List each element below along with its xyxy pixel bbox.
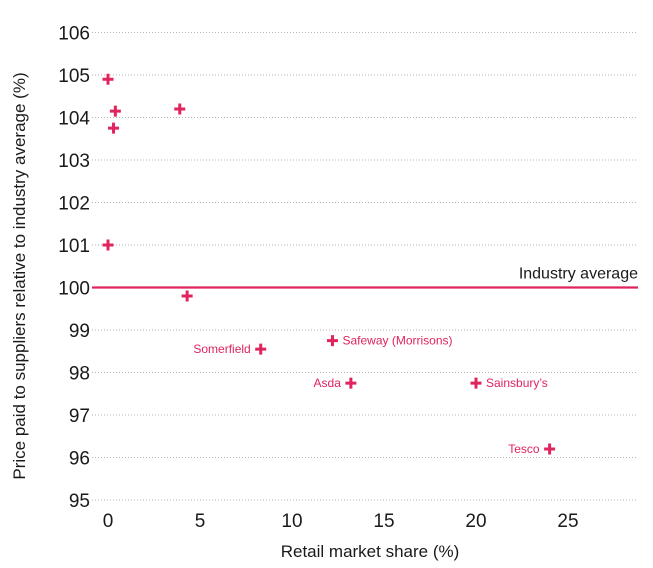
y-tick-label: 100	[58, 279, 90, 300]
y-tick-label: 98	[69, 364, 90, 385]
x-tick-label: 25	[557, 511, 578, 532]
x-tick-label: 20	[465, 511, 486, 532]
data-point	[255, 343, 267, 355]
data-point	[345, 377, 357, 389]
y-axis-ticks: 95 96 97 98 99 100 101 102 103 104 105 106	[58, 24, 90, 513]
x-tick-label: 15	[373, 511, 394, 532]
data-point	[326, 335, 338, 347]
industry-average-reference: Industry average	[92, 266, 638, 289]
data-point	[470, 377, 482, 389]
data-point	[102, 239, 114, 251]
data-point	[109, 105, 121, 117]
y-tick-label: 95	[69, 491, 90, 512]
data-point	[108, 122, 120, 134]
y-tick-label: 96	[69, 449, 90, 470]
point-label: Somerfield	[193, 342, 250, 356]
data-points: Somerfield Safeway (Morrisons) Asda Sainsbu…	[102, 73, 556, 456]
y-tick-label: 105	[58, 66, 90, 87]
point-label: Asda	[314, 376, 342, 390]
x-axis-title: Retail market share (%)	[281, 542, 460, 561]
x-tick-label: 5	[195, 511, 206, 532]
data-point	[102, 73, 114, 85]
gridlines	[92, 32, 638, 501]
data-point	[544, 443, 556, 455]
y-axis-title: Price paid to suppliers relative to indu…	[10, 72, 29, 479]
industry-average-label: Industry average	[519, 266, 638, 283]
x-tick-label: 0	[103, 511, 114, 532]
point-label: Safeway (Morrisons)	[342, 334, 452, 348]
y-tick-label: 104	[58, 109, 90, 130]
data-point	[174, 103, 186, 115]
y-tick-label: 101	[58, 236, 90, 257]
y-tick-label: 106	[58, 24, 90, 45]
y-tick-label: 103	[58, 151, 90, 172]
y-tick-label: 99	[69, 321, 90, 342]
point-label: Tesco	[508, 442, 540, 456]
x-axis-ticks: 0 5 10 15 20 25	[103, 511, 579, 532]
data-point	[181, 290, 193, 302]
y-tick-label: 102	[58, 194, 90, 215]
y-tick-label: 97	[69, 406, 90, 427]
point-label: Sainsbury’s	[486, 376, 548, 390]
x-tick-label: 10	[281, 511, 302, 532]
